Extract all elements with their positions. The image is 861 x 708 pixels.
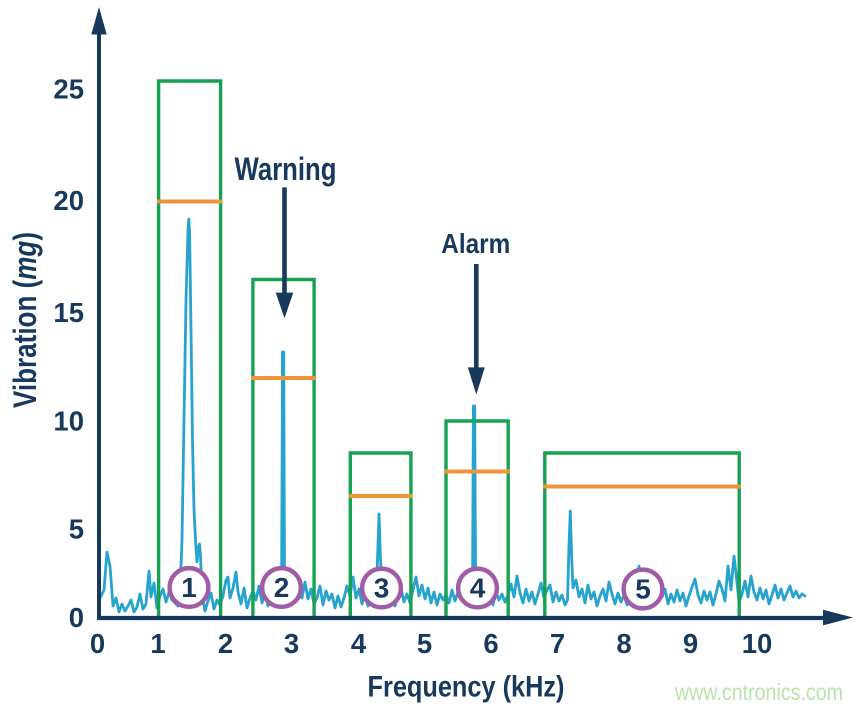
svg-text:Warning: Warning [235, 151, 337, 187]
svg-text:5: 5 [417, 628, 432, 659]
svg-text:Vibration (mg): Vibration (mg) [7, 232, 43, 408]
svg-text:20: 20 [53, 185, 84, 216]
svg-text:Frequency (kHz): Frequency (kHz) [368, 671, 565, 704]
svg-text:10: 10 [742, 628, 773, 659]
svg-text:1: 1 [150, 628, 165, 659]
svg-text:Alarm: Alarm [441, 228, 510, 259]
svg-text:6: 6 [483, 628, 498, 659]
svg-text:7: 7 [550, 628, 565, 659]
svg-text:15: 15 [53, 297, 84, 328]
svg-text:5: 5 [69, 514, 84, 545]
svg-text:0: 0 [90, 628, 105, 659]
svg-text:25: 25 [53, 73, 84, 104]
svg-text:0: 0 [69, 602, 84, 633]
svg-text:10: 10 [53, 406, 84, 437]
svg-text:1: 1 [181, 572, 197, 603]
svg-text:4: 4 [470, 573, 486, 604]
svg-text:www.cntronics.com: www.cntronics.com [674, 679, 843, 705]
svg-text:4: 4 [351, 628, 367, 659]
svg-text:2: 2 [274, 572, 290, 603]
svg-text:2: 2 [218, 628, 233, 659]
svg-text:3: 3 [284, 628, 299, 659]
svg-text:8: 8 [616, 628, 631, 659]
svg-text:9: 9 [683, 628, 698, 659]
svg-text:5: 5 [635, 574, 651, 605]
svg-text:3: 3 [374, 573, 390, 604]
